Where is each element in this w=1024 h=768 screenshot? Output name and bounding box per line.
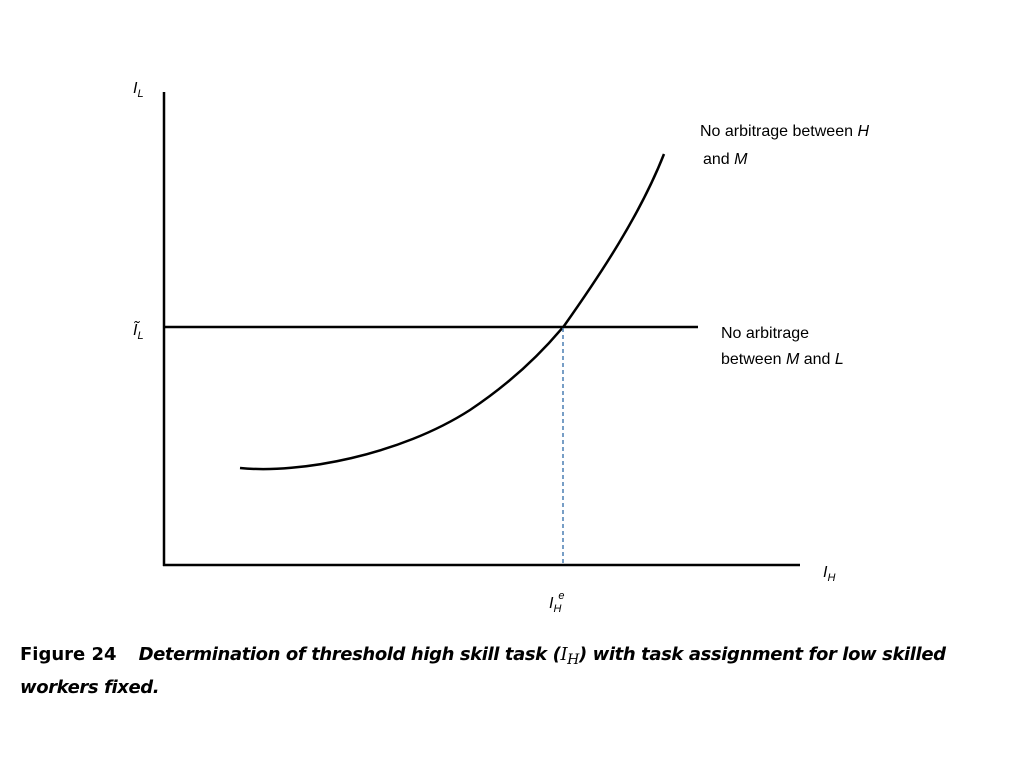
y-axis-label: IL <box>133 80 144 100</box>
figure-caption: Figure 24 Determination of threshold high… <box>20 641 1010 702</box>
x-axis-label: IH <box>823 564 836 584</box>
curve-label: No arbitrage between H and M <box>700 123 869 168</box>
caption-text: Determination of threshold high skill ta… <box>20 644 946 698</box>
y-threshold-tick-label: ĨL <box>133 322 144 342</box>
figure-number: Figure 24 <box>20 644 117 665</box>
no-arbitrage-h-m-curve <box>239 153 666 471</box>
x-threshold-tick-label: IHe <box>549 590 565 615</box>
flat-line-label: No arbitrage between M and L <box>721 325 844 368</box>
